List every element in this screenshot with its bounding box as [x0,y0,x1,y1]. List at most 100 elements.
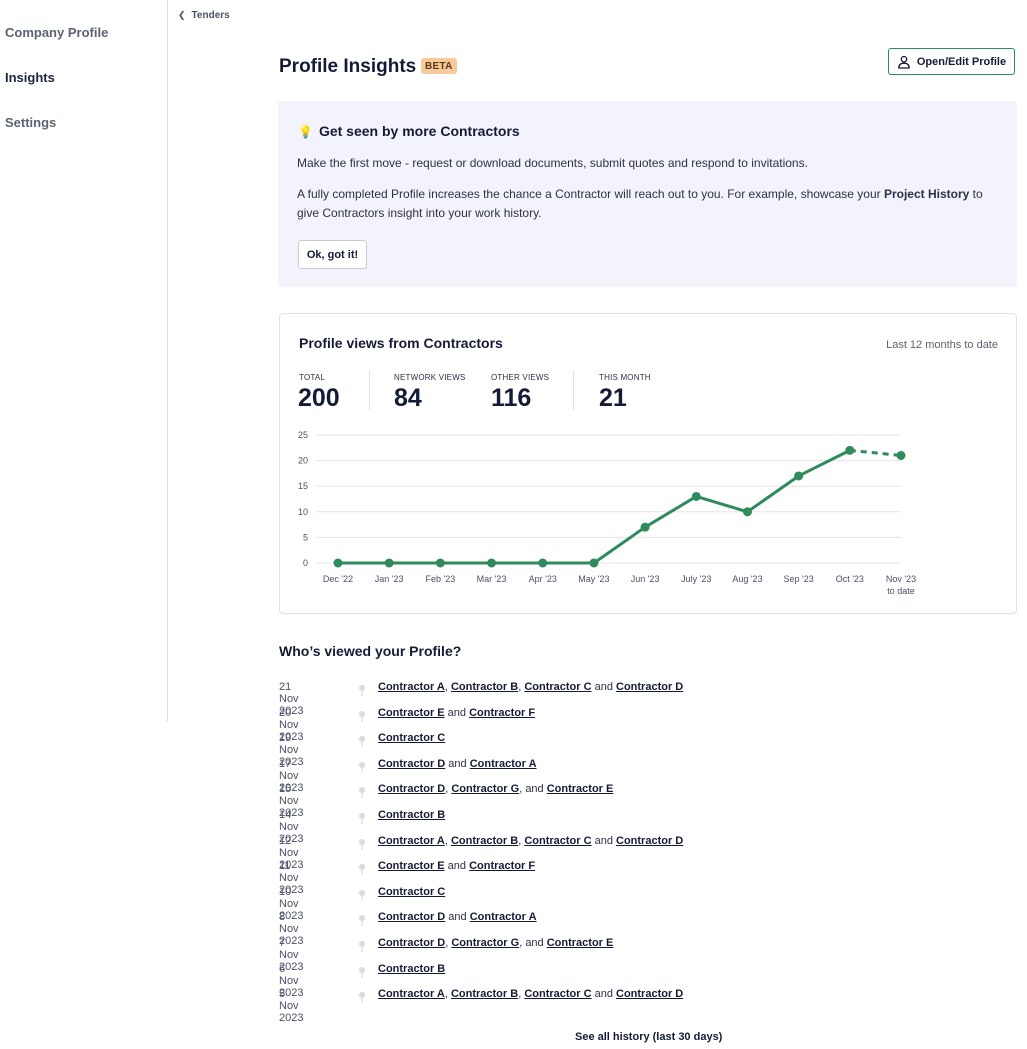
sidebar-item-company-profile[interactable]: Company Profile [5,25,109,40]
data-point [640,522,650,532]
tip-p2-start: A fully completed Profile increases the … [297,187,884,201]
history-date: 12 Nov 2023 [279,834,304,871]
stat-network-label: NETWORK VIEWS [394,373,466,382]
y-tick-label: 0 [303,558,308,568]
views-line-chart: 0 5 10 15 20 25 Dec '22 Jan '23 Feb '23 Mar '23 Ap… [298,430,916,596]
history-title: Who’s viewed your Profile? [279,643,462,659]
y-tick-label: 15 [298,481,308,491]
history-date: 20 Nov 2023 [279,706,304,743]
date-range-label: Last 12 months to date [886,339,998,351]
history-date: 6 Nov 2023 [279,962,304,999]
contractor-link[interactable]: Contractor F [469,706,536,719]
stat-total-value: 200 [298,384,340,412]
data-point [742,507,752,517]
data-point [384,558,394,568]
contractor-link[interactable]: Contractor A [378,988,445,1001]
contractor-link[interactable]: Contractor A [378,681,445,693]
timeline-dot-icon [359,736,365,748]
history-date: 5 Nov 2023 [279,988,304,1025]
see-all-history-link[interactable]: See all history (last 30 days) [575,1031,723,1043]
sidebar-item-insights[interactable]: Insights [5,70,55,85]
profile-views-card: Profile views from Contractors Last 12 m… [279,313,1017,614]
y-tick-label: 20 [298,456,308,466]
contractor-link[interactable]: Contractor F [469,860,536,873]
x-tick-label: Sep '23 [784,574,814,584]
stat-other-value: 116 [491,384,532,412]
x-tick-label: Aug '23 [732,574,762,584]
contractor-link[interactable]: Contractor E [378,860,445,873]
stat-network-value: 84 [394,384,422,412]
history-contractors: Contractor D, Contractor G, and Contract… [378,783,614,796]
history-contractors: Contractor D and Contractor A [378,911,537,924]
data-point [794,471,804,481]
stat-other-label: OTHER VIEWS [491,373,550,382]
y-tick-label: 25 [298,430,308,440]
x-tick-label: May '23 [578,574,609,584]
contractor-link[interactable]: Contractor C [524,834,592,847]
contractor-link[interactable]: Contractor G [451,937,520,949]
contractor-link[interactable]: Contractor B [378,962,446,975]
history-contractors: Contractor B [378,809,445,821]
contractor-link[interactable]: Contractor B [378,809,446,821]
timeline-dot-icon [359,992,365,1004]
sidebar-item-settings[interactable]: Settings [5,115,57,130]
contractor-link[interactable]: Contractor E [378,706,445,719]
timeline-dot-icon [359,864,365,876]
tip-paragraph-2: A fully completed Profile increases the … [297,185,987,223]
timeline-dot-icon [359,966,365,978]
stat-month-label: THIS MONTH [599,373,651,382]
timeline-dot-icon [359,915,365,927]
lightbulb-icon: 💡 [298,125,313,139]
tip-p2-strong: Project History [883,187,970,201]
data-point [538,558,548,568]
x-tick-label: Apr '23 [529,574,557,584]
contractor-link[interactable]: Contractor B [450,834,519,847]
contractor-link[interactable]: Contractor D [378,757,446,770]
user-icon [898,55,910,69]
tip-panel: 💡 Get seen by more Contractors Make the f… [278,101,1017,287]
contractor-link[interactable]: Contractor D [616,988,684,1001]
contractor-link[interactable]: Contractor D [378,783,446,796]
contractor-link[interactable]: Contractor D [378,937,446,949]
contractor-link[interactable]: Contractor B [450,681,519,693]
contractor-link[interactable]: Contractor E [546,937,614,949]
open-edit-profile-button[interactable]: Open/Edit Profile [888,48,1015,75]
contractor-link[interactable]: Contractor B [450,988,519,1001]
timeline-dot-icon [359,838,365,850]
timeline-dot-icon [359,787,365,799]
contractor-link[interactable]: Contractor C [524,681,592,693]
contractor-link[interactable]: Contractor D [616,834,684,847]
contractor-link[interactable]: Contractor A [469,911,537,924]
history-contractors: Contractor C [378,732,445,744]
history-contractors: Contractor E and Contractor F [378,706,536,719]
contractor-link[interactable]: Contractor C [378,732,446,745]
contractor-link[interactable]: Contractor E [546,783,614,796]
history-date: 14 Nov 2023 [279,809,304,845]
history-contractors: Contractor E and Contractor F [378,860,536,873]
x-tick-label: Dec '22 [323,574,353,584]
contractor-link[interactable]: Contractor G [451,783,520,796]
history-date: 19 Nov 2023 [279,732,304,769]
contractor-link[interactable]: Contractor D [378,911,446,924]
contractor-link[interactable]: Contractor A [378,834,445,847]
data-point [435,558,445,568]
contractor-link[interactable]: Contractor C [524,988,592,1001]
timeline-dot-icon [359,685,365,696]
history-contractors: Contractor D, Contractor G, and Contract… [378,937,614,949]
timeline-dot-icon [359,710,365,722]
timeline-dot-icon [359,941,365,952]
history-contractors: Contractor C [378,886,445,898]
y-tick-label: 10 [298,507,308,517]
tip-heading: 💡 Get seen by more Contractors [298,123,520,139]
x-tick-note: to date [887,586,915,596]
ok-got-it-button[interactable]: Ok, got it! [298,240,367,269]
open-edit-profile-label: Open/Edit Profile [916,55,1007,68]
back-link[interactable]: ❮ Tenders [178,10,230,21]
contractor-link[interactable]: Contractor C [378,885,446,898]
page-title: Profile Insights [279,56,417,77]
contractor-link[interactable]: Contractor A [469,757,537,770]
history-date: 8 Nov 2023 [279,911,304,948]
x-tick-label: Nov '23 [886,574,916,584]
back-link-label: Tenders [191,10,230,21]
contractor-link[interactable]: Contractor D [616,681,684,693]
